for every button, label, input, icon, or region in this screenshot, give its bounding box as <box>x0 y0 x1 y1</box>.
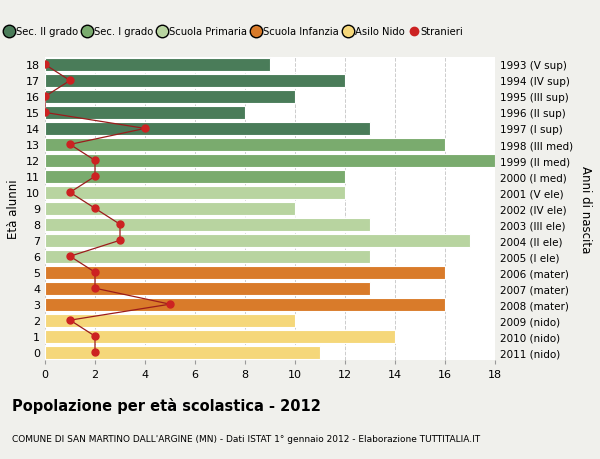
Bar <box>45 75 345 88</box>
Bar <box>45 91 295 104</box>
Bar <box>45 282 370 295</box>
Bar <box>45 250 370 263</box>
Bar <box>45 202 295 215</box>
Bar <box>45 59 270 72</box>
Legend: Sec. II grado, Sec. I grado, Scuola Primaria, Scuola Infanzia, Asilo Nido, Stran: Sec. II grado, Sec. I grado, Scuola Prim… <box>1 23 467 41</box>
Y-axis label: Anni di nascita: Anni di nascita <box>580 165 592 252</box>
Bar <box>45 139 445 151</box>
Bar <box>45 123 370 136</box>
Bar <box>45 234 470 247</box>
Bar <box>45 266 445 279</box>
Bar <box>45 186 345 200</box>
Bar <box>45 218 370 231</box>
Bar <box>45 314 295 327</box>
Text: COMUNE DI SAN MARTINO DALL'ARGINE (MN) - Dati ISTAT 1° gennaio 2012 - Elaborazio: COMUNE DI SAN MARTINO DALL'ARGINE (MN) -… <box>12 434 480 443</box>
Y-axis label: Età alunni: Età alunni <box>7 179 20 239</box>
Bar <box>45 155 495 168</box>
Bar <box>45 330 395 343</box>
Bar <box>45 298 445 311</box>
Bar <box>45 106 245 120</box>
Bar <box>45 170 345 184</box>
Text: Popolazione per età scolastica - 2012: Popolazione per età scolastica - 2012 <box>12 397 321 413</box>
Bar <box>45 346 320 359</box>
